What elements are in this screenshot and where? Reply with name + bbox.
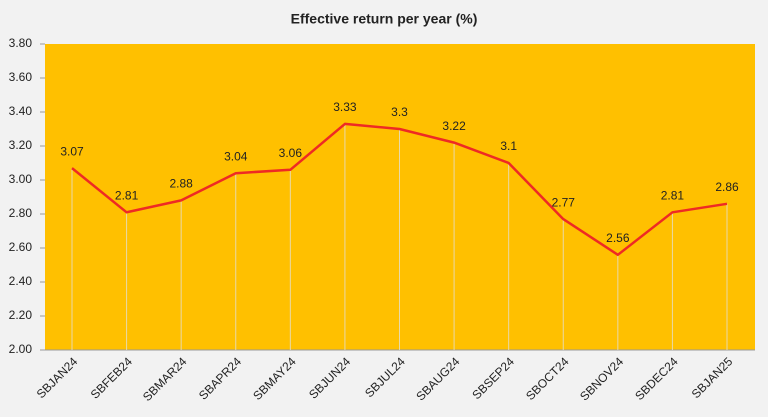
x-tick-label: SBFEB24: [88, 354, 135, 401]
data-label: 2.56: [606, 231, 630, 245]
x-tick-label: SBAUG24: [413, 354, 462, 403]
data-label: 2.86: [715, 180, 739, 194]
data-label: 3.22: [442, 119, 466, 133]
y-tick-label: 3.00: [9, 172, 33, 186]
x-tick-label: SBJUL24: [362, 354, 408, 400]
y-tick-label: 3.20: [9, 138, 33, 152]
x-tick-label: SBDEC24: [632, 354, 681, 403]
y-tick-label: 2.60: [9, 240, 33, 254]
data-label: 3.1: [500, 139, 517, 153]
data-label: 3.3: [391, 105, 408, 119]
x-tick-label: SBAPR24: [196, 354, 244, 402]
y-tick-label: 2.00: [9, 342, 33, 356]
x-tick-label: SBOCT24: [523, 354, 572, 403]
y-tick-label: 3.40: [9, 104, 33, 118]
x-tick-label: SBMAY24: [250, 354, 299, 403]
y-tick-label: 3.60: [9, 70, 33, 84]
x-tick-label: SBJAN24: [34, 354, 81, 401]
x-tick-label: SBJUN24: [306, 354, 353, 401]
y-tick-label: 2.80: [9, 206, 33, 220]
data-label: 2.77: [552, 195, 576, 209]
x-tick-label: SBJAN25: [689, 354, 736, 401]
y-tick-label: 2.40: [9, 274, 33, 288]
data-label: 2.88: [169, 177, 193, 191]
x-tick-label: SBMAR24: [140, 354, 190, 404]
data-label: 3.06: [279, 146, 303, 160]
chart-title: Effective return per year (%): [291, 11, 478, 27]
x-tick-label: SBNOV24: [577, 354, 626, 403]
y-tick-label: 2.20: [9, 308, 33, 322]
y-tick-label: 3.80: [9, 36, 33, 50]
data-label: 2.81: [115, 188, 139, 202]
data-label: 3.04: [224, 149, 248, 163]
x-tick-label: SBSEP24: [469, 354, 517, 402]
data-label: 3.07: [60, 144, 84, 158]
data-label: 2.81: [661, 188, 685, 202]
line: [71, 122, 728, 257]
data-label: 3.33: [333, 100, 357, 114]
